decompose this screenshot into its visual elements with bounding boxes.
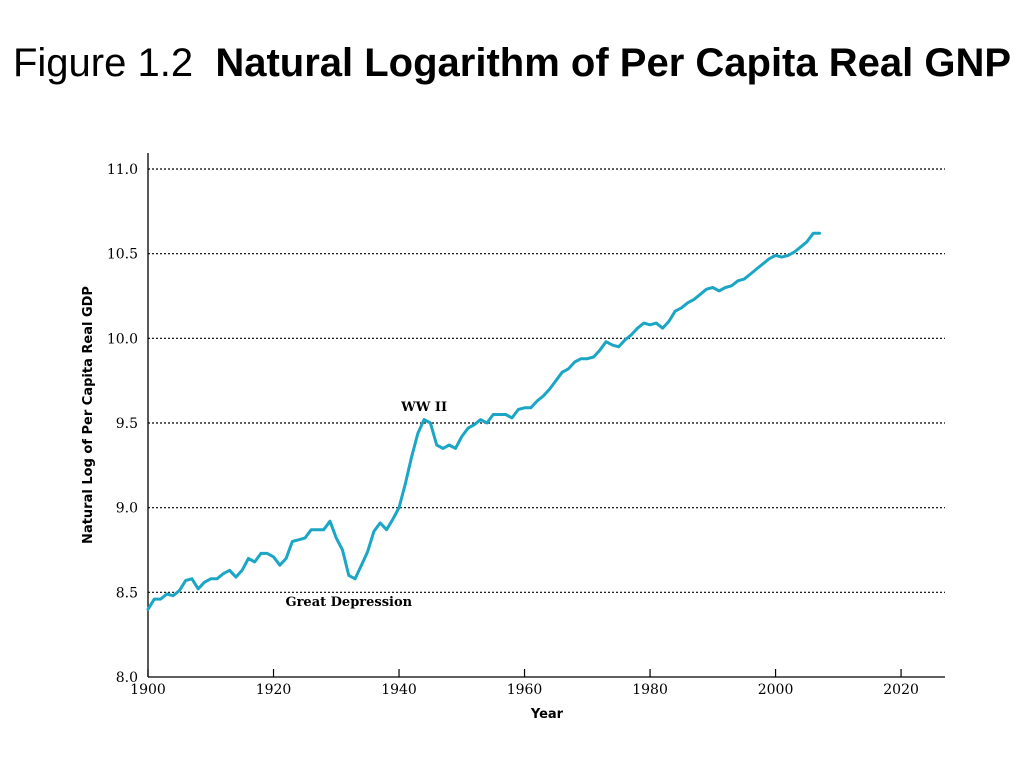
- y-tick-label: 11.0: [107, 162, 138, 178]
- x-tick-label: 1900: [130, 682, 166, 698]
- x-tick-label: 1920: [256, 682, 292, 698]
- x-tick-label: 1980: [632, 682, 668, 698]
- annotations: WW II Great Depression: [285, 400, 447, 610]
- figure-number: Figure 1.2: [12, 41, 194, 85]
- x-tick-label: 2000: [758, 682, 794, 698]
- series-line: [146, 231, 821, 611]
- series-group: [146, 231, 821, 611]
- y-tick-label: 10.5: [107, 247, 138, 263]
- y-tick-label: 8.0: [116, 670, 138, 686]
- figure-title: Natural Logarithm of Per Capita Real GNP: [215, 41, 1012, 85]
- axes: [147, 153, 945, 678]
- tick-labels: 8.0 8.5 9.0 9.5 10.0 10.5 11.0 1900 1920 1940 1960…: [107, 162, 919, 698]
- y-tick-label: 8.5: [116, 585, 138, 601]
- x-tick-label: 1940: [381, 682, 417, 698]
- x-tick-label: 1960: [507, 682, 543, 698]
- x-axis-label: Year: [530, 707, 564, 722]
- x-tick-label: 2020: [883, 682, 919, 698]
- y-tick-label: 9.5: [116, 416, 138, 432]
- y-axis-label: Natural Log of Per Capita Real GDP: [81, 286, 96, 544]
- y-tick-label: 10.0: [107, 331, 138, 347]
- gridlines: [148, 168, 945, 593]
- slide-title: Figure 1.2 Natural Logarithm of Per Capi…: [0, 30, 1024, 96]
- y-tick-label: 9.0: [116, 501, 138, 517]
- annotation-label: WW II: [400, 400, 447, 415]
- annotation-label: Great Depression: [285, 595, 412, 610]
